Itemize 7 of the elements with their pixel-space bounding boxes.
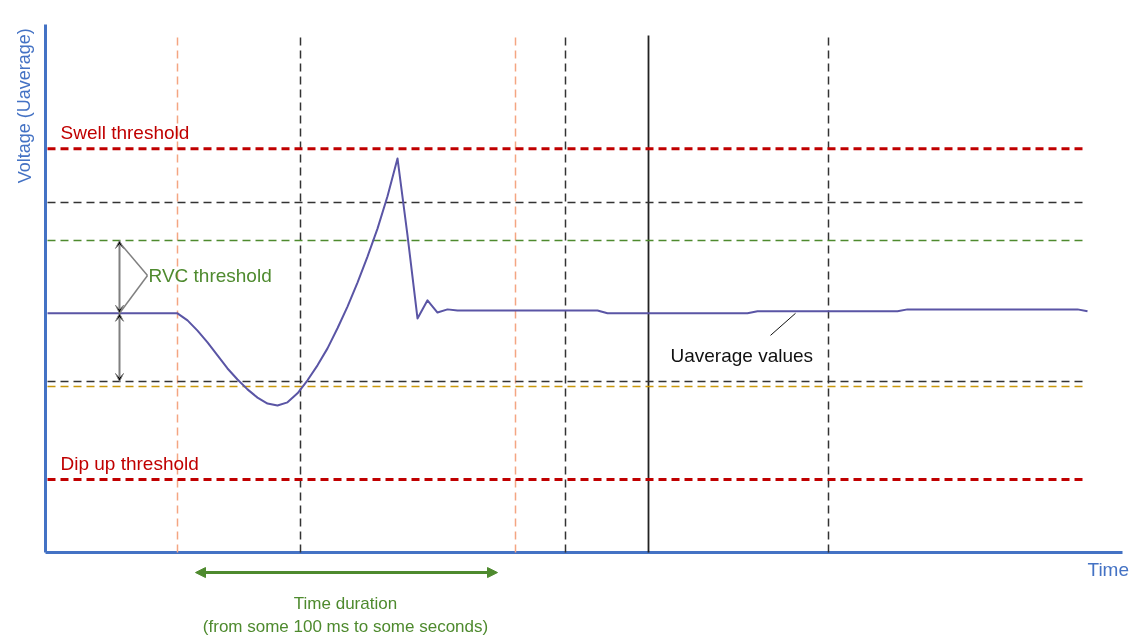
ref-line-label: Swell threshold [60, 121, 190, 143]
text: Time duration (from some 100 ms to some seconds) [202, 593, 489, 636]
x-axis-title: Time [1087, 558, 1130, 580]
annotation: Uaverage values [670, 344, 814, 366]
annotation: RVC threshold [148, 265, 272, 286]
y-axis-title: Voltage (Uaverage) [14, 28, 35, 184]
ref-line-label: Dip up threshold [60, 452, 199, 474]
